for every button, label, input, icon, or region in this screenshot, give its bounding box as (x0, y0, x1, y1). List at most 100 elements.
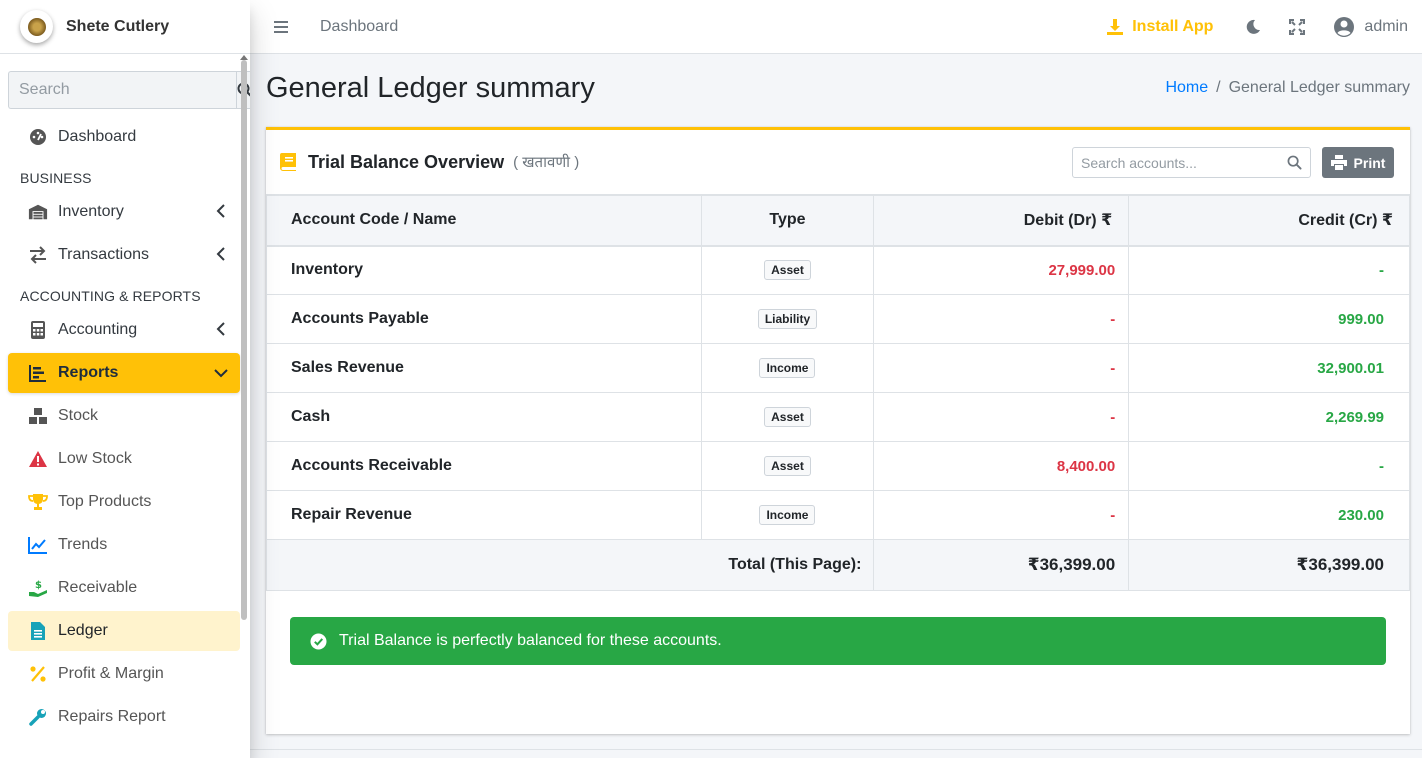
credit-amount: - (1128, 245, 1410, 295)
nav-header-business: BUSINESS (20, 170, 92, 186)
sidebar-scrollbar[interactable] (241, 60, 247, 620)
sidebar-item-label: Ledger (58, 622, 108, 639)
debit-amount: 8,400.00 (873, 441, 1130, 491)
sidebar-item-profit-margin[interactable]: Profit & Margin (8, 654, 240, 694)
fullscreen-toggle[interactable] (1289, 19, 1306, 35)
table-row[interactable]: Inventory Asset 27,999.00 - (266, 245, 1410, 295)
total-credit: ₹36,399.00 (1128, 539, 1410, 591)
file-alt-icon (28, 621, 48, 641)
total-debit: ₹36,399.00 (873, 539, 1130, 591)
trial-balance-table: Account Code / Name Type Debit (Dr) ₹ Cr… (265, 195, 1410, 591)
expand-icon (1289, 19, 1306, 35)
scrollbar-up-arrow[interactable] (240, 55, 248, 60)
column-header-type[interactable]: Type (700, 195, 875, 247)
hand-holding-dollar-icon: $ (28, 578, 48, 598)
debit-amount: - (873, 490, 1130, 540)
sidebar-item-label: Transactions (58, 246, 149, 263)
book-icon (280, 153, 296, 171)
sidebar-item-label: Inventory (58, 203, 124, 220)
balanced-alert: Trial Balance is perfectly balanced for … (290, 617, 1386, 665)
table-row[interactable]: Accounts Receivable Asset 8,400.00 - (266, 441, 1410, 491)
topbar-actions: Install App admin (1106, 0, 1422, 54)
breadcrumb-home-link[interactable]: Home (1165, 79, 1209, 96)
account-search-placeholder: Search accounts... (1081, 154, 1197, 171)
table-row[interactable]: Repair Revenue Income - 230.00 (266, 490, 1410, 540)
exchange-icon (28, 245, 48, 265)
account-type-badge: Asset (764, 260, 811, 281)
card-title: Trial Balance Overview (308, 151, 505, 172)
account-type-badge: Income (759, 505, 816, 525)
tachometer-icon (28, 127, 48, 147)
sidebar-item-inventory[interactable]: Inventory (8, 192, 240, 232)
account-name: Accounts Payable (266, 294, 702, 344)
sidebar-item-top-products[interactable]: Top Products (8, 482, 240, 522)
card-header: Trial Balance Overview ( खतावणी ) Search… (266, 130, 1410, 195)
account-type-badge: Asset (764, 407, 811, 427)
dark-mode-toggle[interactable] (1245, 19, 1261, 35)
sidebar-item-label: Reports (58, 364, 119, 381)
sidebar-nav: Dashboard BUSINESS Inventory Transaction… (0, 117, 250, 737)
user-name: admin (1364, 18, 1408, 35)
download-icon (1107, 19, 1124, 35)
wrench-icon (28, 707, 48, 727)
print-button[interactable]: Print (1322, 147, 1394, 178)
chevron-down-icon (214, 369, 228, 378)
sidebar-item-receivable[interactable]: $ Receivable (8, 568, 240, 608)
install-app-label: Install App (1132, 18, 1214, 35)
table-row[interactable]: Accounts Payable Liability - 999.00 (266, 294, 1410, 344)
column-header-credit[interactable]: Credit (Cr) ₹ (1128, 195, 1410, 247)
table-row[interactable]: Sales Revenue Income - 32,900.01 (266, 343, 1410, 393)
topbar-dashboard-link[interactable]: Dashboard (320, 17, 399, 35)
sidebar-item-label: Stock (58, 407, 99, 424)
print-label: Print (1353, 154, 1386, 171)
trial-balance-card: Trial Balance Overview ( खतावणी ) Search… (265, 127, 1410, 734)
column-header-account[interactable]: Account Code / Name (266, 195, 702, 247)
warehouse-icon (28, 202, 48, 222)
sidebar-search (8, 71, 250, 109)
sidebar-item-trends[interactable]: Trends (8, 525, 240, 565)
debit-amount: - (873, 294, 1130, 344)
menu-toggle-icon[interactable] (274, 18, 288, 36)
user-menu[interactable]: admin (1333, 16, 1408, 38)
boxes-icon (28, 406, 48, 426)
moon-icon (1247, 19, 1261, 34)
percent-icon (28, 664, 48, 684)
chart-bar-icon (28, 363, 48, 383)
column-header-debit[interactable]: Debit (Dr) ₹ (873, 195, 1130, 247)
breadcrumb: Home / General Ledger summary (1165, 79, 1410, 97)
brand-logo (20, 10, 53, 43)
sidebar-item-label: Receivable (58, 579, 138, 596)
breadcrumb-separator: / (1216, 79, 1221, 96)
table-row[interactable]: Cash Asset - 2,269.99 (266, 392, 1410, 442)
table-header-row: Account Code / Name Type Debit (Dr) ₹ Cr… (266, 195, 1410, 247)
debit-amount: 27,999.00 (873, 245, 1130, 295)
debit-amount: - (873, 343, 1130, 393)
sidebar-search-input[interactable] (8, 71, 236, 109)
credit-amount: 230.00 (1128, 490, 1410, 540)
sidebar-item-reports[interactable]: Reports (8, 353, 240, 393)
account-name: Sales Revenue (266, 343, 702, 393)
page-title: General Ledger summary (266, 72, 595, 104)
trophy-icon (28, 492, 48, 512)
topbar: Dashboard Install App admin (250, 0, 1422, 54)
sidebar-item-low-stock[interactable]: Low Stock (8, 439, 240, 479)
sidebar-item-transactions[interactable]: Transactions (8, 235, 240, 275)
sidebar-item-stock[interactable]: Stock (8, 396, 240, 436)
brand[interactable]: Shete Cutlery (0, 0, 250, 54)
brand-name: Shete Cutlery (66, 17, 170, 35)
total-label: Total (This Page): (265, 539, 875, 591)
sidebar-item-ledger[interactable]: Ledger (8, 611, 240, 651)
sidebar-item-accounting[interactable]: Accounting (8, 310, 240, 350)
credit-amount: 999.00 (1128, 294, 1410, 344)
sidebar-item-repairs-report[interactable]: Repairs Report (8, 697, 240, 737)
install-app-button[interactable]: Install App (1106, 18, 1213, 36)
warning-icon (28, 449, 48, 469)
chevron-left-icon (216, 247, 225, 261)
check-circle-icon (310, 633, 327, 649)
footer-divider (250, 749, 1422, 750)
account-search-field[interactable]: Search accounts... (1072, 147, 1311, 178)
account-type-badge: Liability (757, 309, 818, 329)
sidebar-item-label: Profit & Margin (58, 665, 164, 682)
sidebar-item-dashboard[interactable]: Dashboard (8, 117, 240, 157)
sidebar: Shete Cutlery Dashboard BUSINESS Invento… (0, 0, 250, 758)
